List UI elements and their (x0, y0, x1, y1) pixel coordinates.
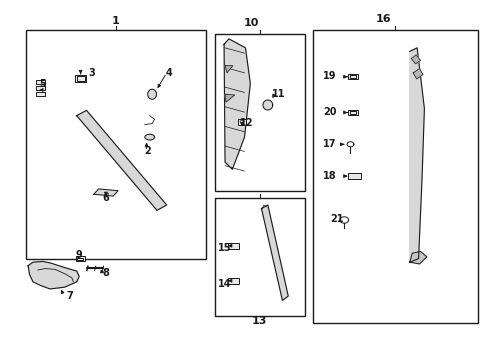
Text: 12: 12 (240, 118, 253, 128)
Text: 21: 21 (329, 214, 343, 224)
Polygon shape (409, 48, 424, 262)
Bar (347, 74, 358, 79)
Bar (227, 243, 238, 249)
Polygon shape (224, 39, 250, 169)
Polygon shape (144, 134, 154, 140)
Polygon shape (28, 261, 79, 289)
Text: 13: 13 (251, 316, 266, 326)
Text: 1: 1 (112, 16, 119, 26)
Bar (312, 30, 477, 323)
Bar (36, 86, 45, 90)
Bar (347, 110, 358, 115)
Text: 19: 19 (322, 71, 336, 81)
Text: 8: 8 (102, 268, 109, 278)
Bar (237, 119, 246, 125)
Polygon shape (410, 55, 420, 64)
Text: 16: 16 (374, 14, 390, 24)
Text: 7: 7 (66, 291, 73, 301)
Bar (36, 80, 45, 84)
Bar (227, 278, 238, 284)
Polygon shape (147, 89, 156, 99)
Polygon shape (409, 251, 426, 264)
Bar (215, 33, 305, 191)
Bar (349, 75, 356, 78)
Polygon shape (412, 68, 422, 79)
Text: 18: 18 (322, 171, 336, 181)
Text: 14: 14 (218, 279, 231, 289)
Text: 9: 9 (76, 250, 82, 260)
Bar (36, 93, 45, 96)
Polygon shape (261, 205, 287, 300)
Bar (347, 173, 361, 179)
Text: 11: 11 (271, 89, 285, 99)
Bar (215, 198, 305, 316)
Text: 17: 17 (322, 139, 336, 149)
Text: 5: 5 (39, 78, 46, 89)
Bar (26, 30, 205, 258)
Polygon shape (94, 189, 118, 196)
Text: 20: 20 (322, 107, 336, 117)
Bar (349, 111, 356, 114)
Text: 4: 4 (165, 68, 172, 78)
Polygon shape (77, 111, 166, 210)
Text: 3: 3 (88, 68, 95, 78)
Bar (76, 256, 84, 261)
Bar (75, 75, 86, 82)
Bar (77, 257, 83, 260)
Text: 2: 2 (143, 147, 150, 157)
Text: 15: 15 (218, 243, 231, 253)
Polygon shape (263, 100, 272, 110)
Bar (77, 76, 84, 81)
Text: 6: 6 (102, 193, 109, 203)
Text: 10: 10 (244, 18, 259, 28)
Polygon shape (224, 66, 232, 73)
Polygon shape (224, 94, 234, 102)
